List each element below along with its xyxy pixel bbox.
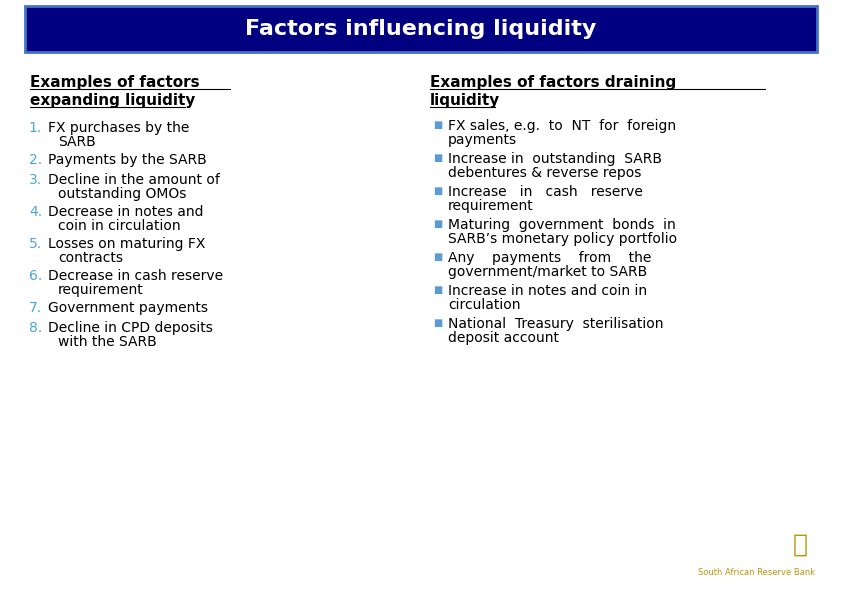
Text: Maturing  government  bonds  in: Maturing government bonds in [448, 218, 676, 232]
Text: Examples of factors draining: Examples of factors draining [430, 75, 676, 90]
Text: Increase in notes and coin in: Increase in notes and coin in [448, 284, 647, 298]
Text: 3.: 3. [29, 173, 42, 187]
Text: Factors influencing liquidity: Factors influencing liquidity [245, 19, 597, 39]
Text: National  Treasury  sterilisation: National Treasury sterilisation [448, 317, 663, 331]
Text: requirement: requirement [448, 199, 534, 213]
Text: Increase in  outstanding  SARB: Increase in outstanding SARB [448, 152, 662, 166]
Text: FX purchases by the: FX purchases by the [48, 121, 189, 135]
Text: Any    payments    from    the: Any payments from the [448, 251, 652, 265]
Text: SARB’s monetary policy portfolio: SARB’s monetary policy portfolio [448, 232, 677, 246]
Text: requirement: requirement [58, 283, 144, 297]
Text: 8.: 8. [29, 321, 42, 335]
Text: ⛲: ⛲ [792, 533, 807, 557]
Text: ■: ■ [434, 318, 443, 328]
Text: government/market to SARB: government/market to SARB [448, 265, 647, 279]
Text: payments: payments [448, 133, 517, 147]
Text: 6.: 6. [29, 269, 42, 283]
Text: coin in circulation: coin in circulation [58, 219, 181, 233]
Text: 4.: 4. [29, 205, 42, 219]
Text: Government payments: Government payments [48, 301, 208, 315]
Text: liquidity: liquidity [430, 93, 500, 108]
Text: ■: ■ [434, 153, 443, 163]
Text: deposit account: deposit account [448, 331, 559, 345]
FancyBboxPatch shape [25, 6, 817, 52]
Text: SARB: SARB [58, 135, 96, 149]
Text: Payments by the SARB: Payments by the SARB [48, 153, 207, 167]
Text: ■: ■ [434, 285, 443, 295]
Text: 2.: 2. [29, 153, 42, 167]
Text: ■: ■ [434, 186, 443, 196]
Text: 1.: 1. [29, 121, 42, 135]
Text: Increase   in   cash   reserve: Increase in cash reserve [448, 185, 643, 199]
Text: ■: ■ [434, 120, 443, 130]
Text: debentures & reverse repos: debentures & reverse repos [448, 166, 642, 180]
Text: outstanding OMOs: outstanding OMOs [58, 187, 186, 201]
Text: Decrease in cash reserve: Decrease in cash reserve [48, 269, 223, 283]
Text: Decline in the amount of: Decline in the amount of [48, 173, 220, 187]
Text: contracts: contracts [58, 251, 123, 265]
Text: 7.: 7. [29, 301, 42, 315]
Text: Decline in CPD deposits: Decline in CPD deposits [48, 321, 213, 335]
Text: ■: ■ [434, 252, 443, 262]
Text: Examples of factors: Examples of factors [30, 75, 200, 90]
Text: circulation: circulation [448, 298, 520, 312]
Text: South African Reserve Bank: South African Reserve Bank [698, 568, 815, 577]
Text: 5.: 5. [29, 237, 42, 251]
Text: expanding liquidity: expanding liquidity [30, 93, 195, 108]
Text: with the SARB: with the SARB [58, 335, 157, 349]
Text: ■: ■ [434, 219, 443, 229]
Text: FX sales, e.g.  to  NT  for  foreign: FX sales, e.g. to NT for foreign [448, 119, 676, 133]
Text: Decrease in notes and: Decrease in notes and [48, 205, 204, 219]
Text: Losses on maturing FX: Losses on maturing FX [48, 237, 205, 251]
